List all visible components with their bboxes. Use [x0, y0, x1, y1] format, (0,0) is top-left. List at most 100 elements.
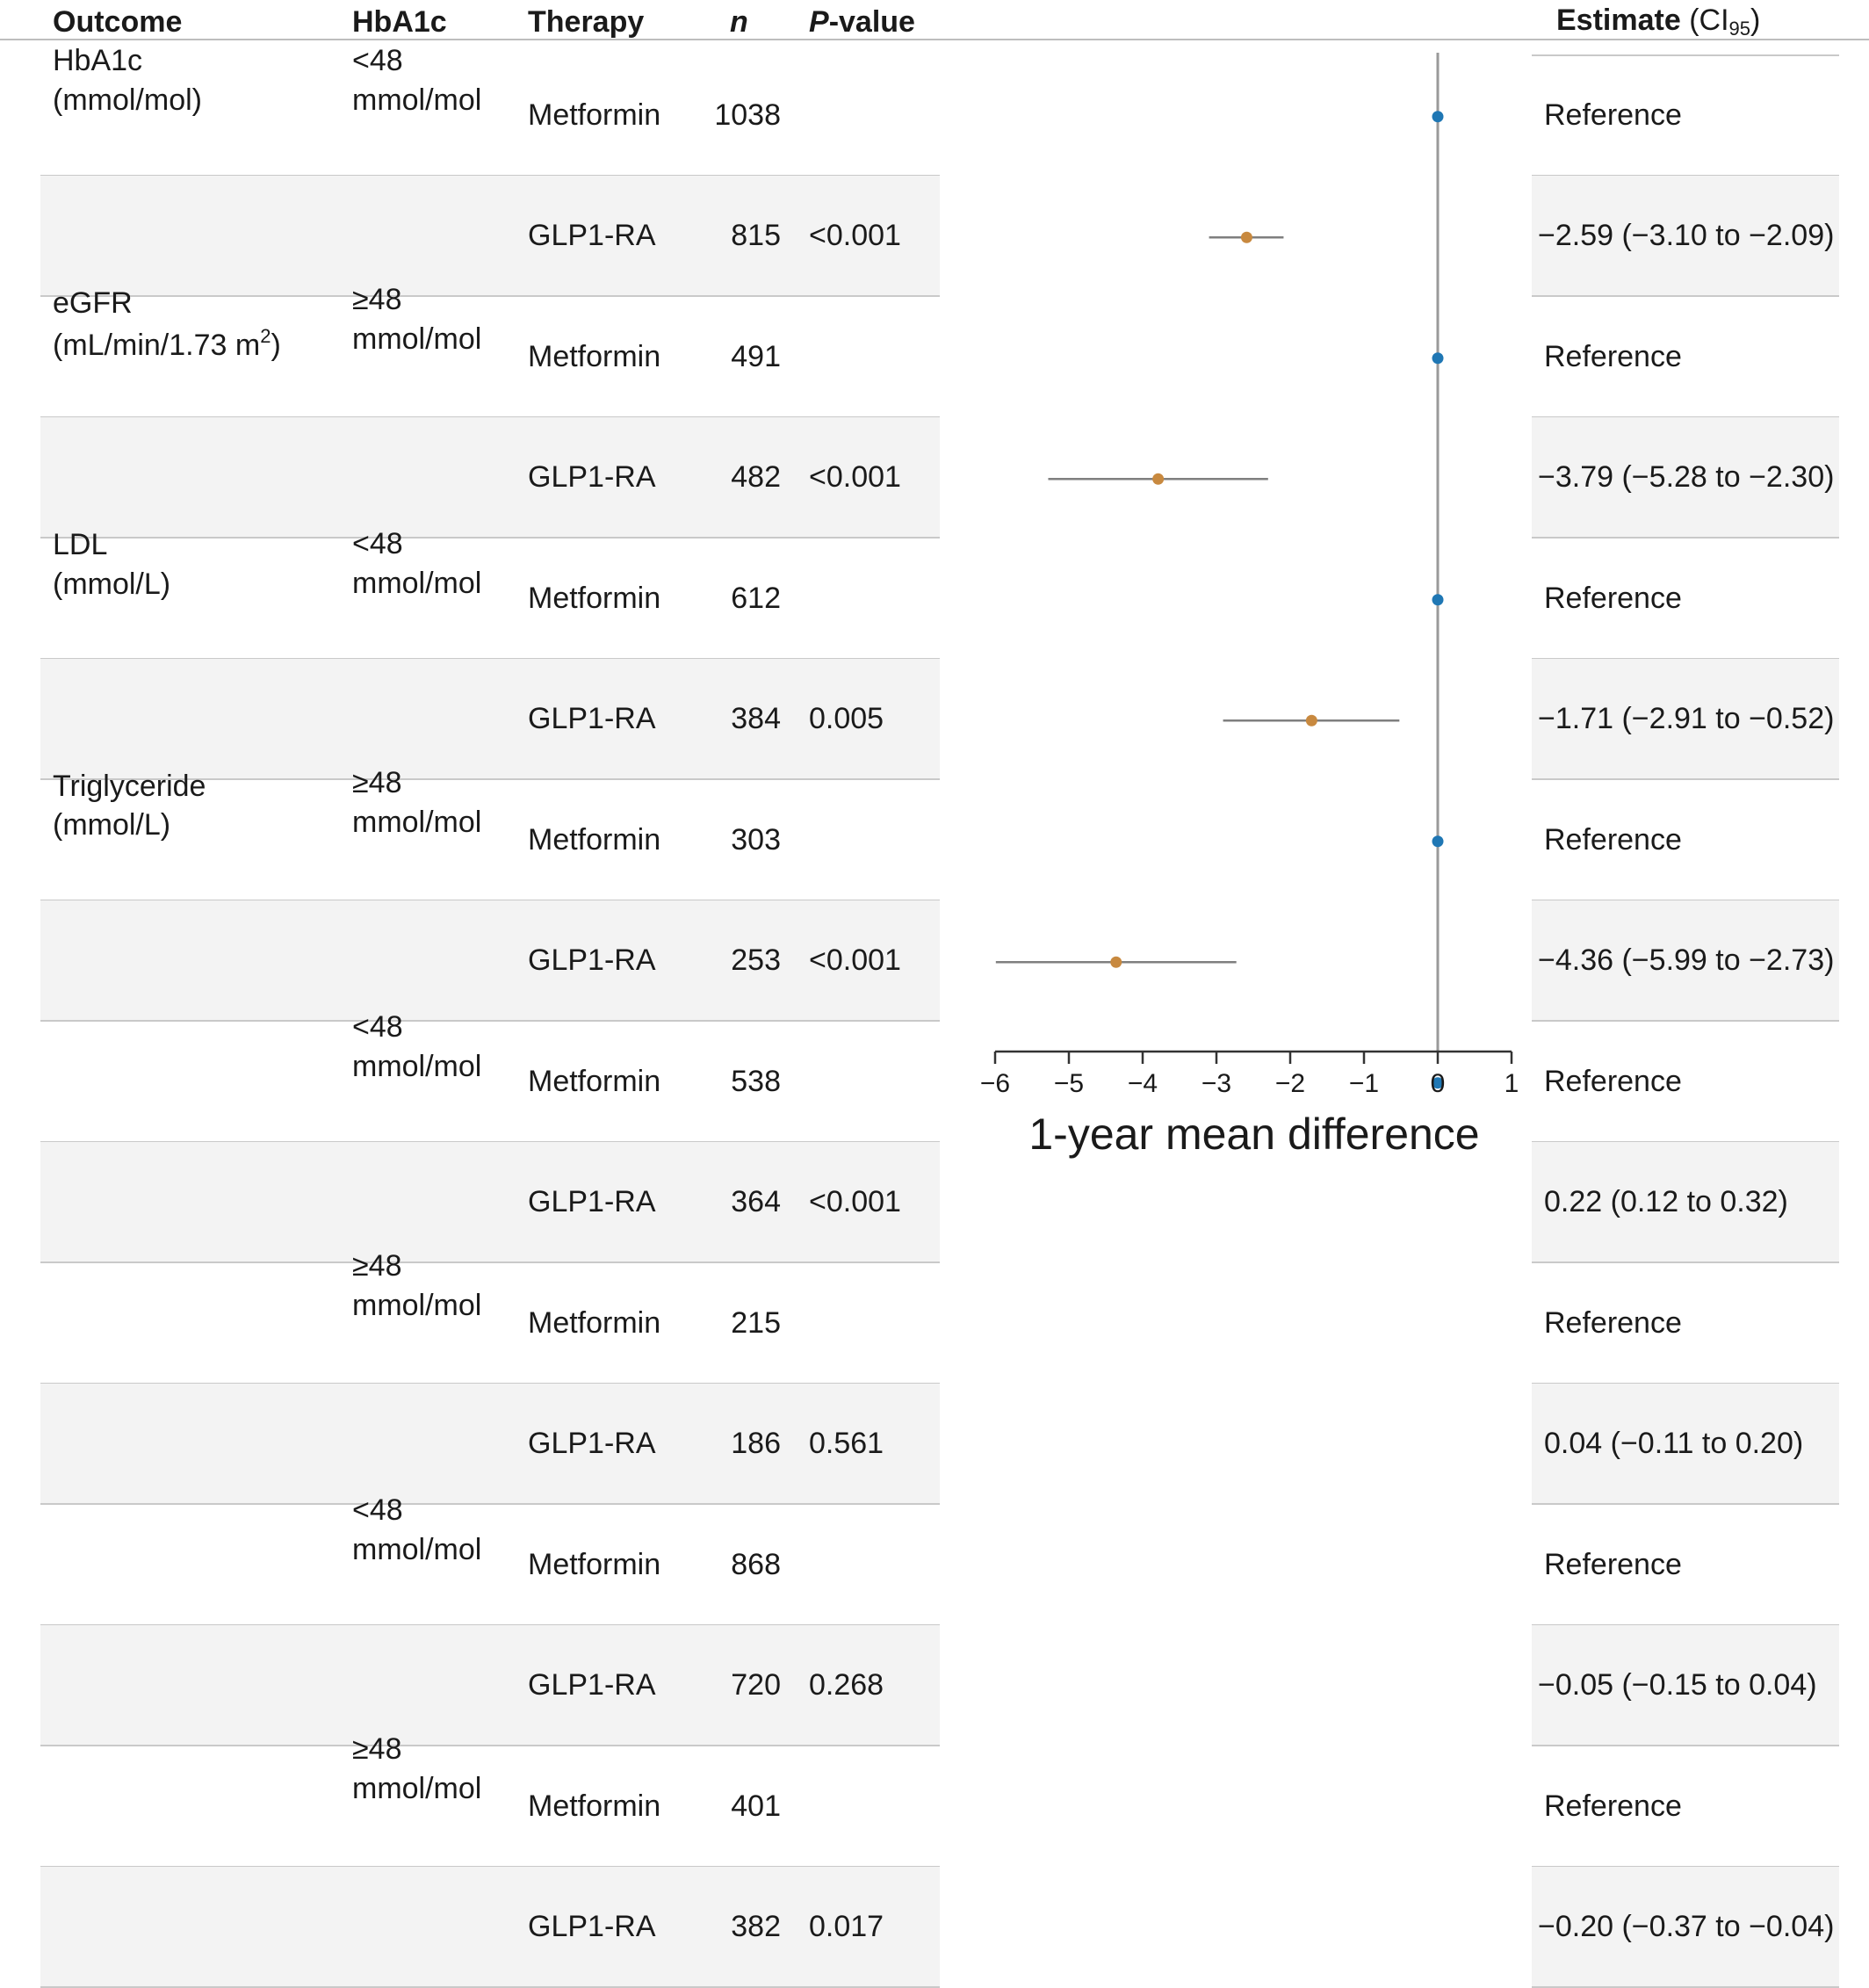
therapy-cell: Metformin [528, 822, 661, 857]
n-cell: 538 [731, 1064, 781, 1098]
n-cell: 868 [731, 1547, 781, 1581]
estimate-cell: Reference [1544, 1789, 1682, 1823]
estimate-cell: Reference [1544, 581, 1682, 615]
outcome-label-line1: eGFR [53, 286, 133, 320]
therapy-cell: Metformin [528, 1789, 661, 1823]
hba1c-group-line2: mmol/mol [352, 567, 482, 600]
row-band-left [40, 416, 940, 538]
estimate-point [1110, 956, 1122, 968]
p-value-cell: <0.001 [809, 460, 901, 495]
row-rule-right [1532, 295, 1839, 297]
x-tick-label: −1 [1349, 1069, 1379, 1098]
row-rule-right [1532, 537, 1839, 539]
reference-point [1432, 111, 1444, 123]
estimate-point [1305, 714, 1317, 727]
outcome-label-line2: (mL/min/1.73 m2) [53, 325, 281, 362]
estimate-cell: 0.22 (0.12 to 0.32) [1544, 1185, 1788, 1219]
therapy-cell: Metformin [528, 1305, 661, 1340]
therapy-cell: GLP1-RA [528, 460, 656, 495]
estimate-point [1152, 473, 1165, 485]
row-band-left [40, 1383, 940, 1504]
hba1c-group-line1: ≥48 [352, 283, 402, 316]
header-p-value: P-value [809, 7, 915, 37]
outcome-unit: (mL/min/1.73 m [53, 329, 261, 362]
p-value-cell: <0.001 [809, 1185, 901, 1219]
hba1c-group-line2: mmol/mol [352, 1533, 482, 1566]
row-band-left [40, 658, 940, 779]
header-rule [0, 39, 1869, 40]
estimate-cell: −0.20 (−0.37 to −0.04) [1538, 1910, 1835, 1944]
header-ci-open: (CI [1689, 4, 1729, 37]
n-cell: 364 [731, 1185, 781, 1219]
estimate-cell: −0.05 (−0.15 to 0.04) [1538, 1668, 1817, 1702]
hba1c-group-line1: <48 [352, 527, 403, 560]
reference-point [1432, 835, 1444, 848]
n-cell: 401 [731, 1789, 781, 1823]
p-value-cell: <0.001 [809, 943, 901, 978]
therapy-cell: Metformin [528, 339, 661, 373]
x-tick-label: −6 [980, 1069, 1010, 1098]
reference-point [1432, 1077, 1444, 1089]
estimate-cell: Reference [1544, 98, 1682, 132]
row-rule-right [1532, 1503, 1839, 1505]
n-cell: 1038 [714, 98, 781, 132]
therapy-cell: Metformin [528, 1064, 661, 1098]
row-band-left [40, 900, 940, 1021]
row-rule-right [1532, 1020, 1839, 1022]
estimate-cell: Reference [1544, 1547, 1682, 1581]
row-band-left [40, 1866, 940, 1987]
n-cell: 612 [731, 581, 781, 615]
outcome-unit-superscript: 2 [260, 325, 271, 347]
x-tick-label: 0 [1431, 1069, 1446, 1098]
x-tick-label: −4 [1128, 1069, 1158, 1098]
row-rule-left [40, 1020, 940, 1022]
x-tick-label: −5 [1054, 1069, 1084, 1098]
therapy-cell: GLP1-RA [528, 1910, 656, 1944]
estimate-point [1240, 231, 1252, 243]
n-cell: 720 [731, 1668, 781, 1702]
header-p-rest: -value [828, 5, 915, 39]
n-cell: 186 [731, 1427, 781, 1461]
therapy-cell: GLP1-RA [528, 1427, 656, 1461]
outcome-label-line2: (mmol/L) [53, 567, 171, 601]
row-band-right [1532, 416, 1839, 538]
row-rule-right [1532, 778, 1839, 780]
row-rule-left [40, 1745, 940, 1746]
header-ci-close: ) [1750, 4, 1761, 37]
p-value-cell: 0.268 [809, 1668, 884, 1702]
header-estimate: Estimate (CI95) [1556, 5, 1760, 39]
estimate-cell: −1.71 (−2.91 to −0.52) [1538, 702, 1835, 736]
n-cell: 815 [731, 219, 781, 253]
row-band-left [40, 1141, 940, 1262]
x-tick-label: −3 [1202, 1069, 1231, 1098]
row-band-left [40, 1624, 940, 1746]
row-rule-left [40, 1261, 940, 1263]
n-cell: 253 [731, 943, 781, 978]
row-rule-right [1532, 1745, 1839, 1746]
row-rule-left [40, 537, 940, 539]
x-tick-label: 1 [1505, 1069, 1519, 1098]
estimate-cell: −4.36 (−5.99 to −2.73) [1538, 943, 1835, 978]
hba1c-group-line2: mmol/mol [352, 1289, 482, 1322]
p-value-cell: 0.017 [809, 1910, 884, 1944]
estimate-cell: −2.59 (−3.10 to −2.09) [1538, 219, 1835, 253]
header-estimate-label: Estimate [1556, 4, 1681, 37]
header-ci-label: (CI95) [1689, 4, 1761, 39]
estimate-cell: Reference [1544, 339, 1682, 373]
n-cell: 382 [731, 1910, 781, 1944]
header-n: n [730, 5, 748, 39]
p-value-cell: <0.001 [809, 219, 901, 253]
therapy-cell: GLP1-RA [528, 702, 656, 736]
hba1c-group-line2: mmol/mol [352, 83, 482, 117]
outcome-label-line1: LDL [53, 528, 108, 561]
outcome-label-line1: Triglyceride [53, 770, 206, 803]
outcome-label-line2: (mmol/mol) [53, 83, 202, 117]
row-band-right [1532, 658, 1839, 779]
therapy-cell: Metformin [528, 98, 661, 132]
hba1c-group-line2: mmol/mol [352, 1050, 482, 1083]
row-rule-left [40, 295, 940, 297]
forest-plot-figure: Outcome HbA1c Therapy n P-value Estimate… [0, 5, 1869, 1988]
n-cell: 215 [731, 1305, 781, 1340]
hba1c-group-line1: ≥48 [352, 1732, 402, 1766]
estimate-cell: −3.79 (−5.28 to −2.30) [1538, 460, 1835, 495]
